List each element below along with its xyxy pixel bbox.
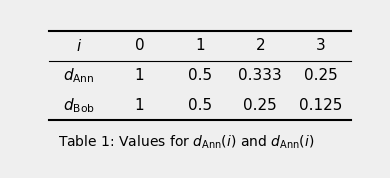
Text: Table 1: Values for $d_{\mathrm{Ann}}(i)$ and $d_{\mathrm{Ann}}(i)$: Table 1: Values for $d_{\mathrm{Ann}}(i)… [58, 134, 314, 151]
